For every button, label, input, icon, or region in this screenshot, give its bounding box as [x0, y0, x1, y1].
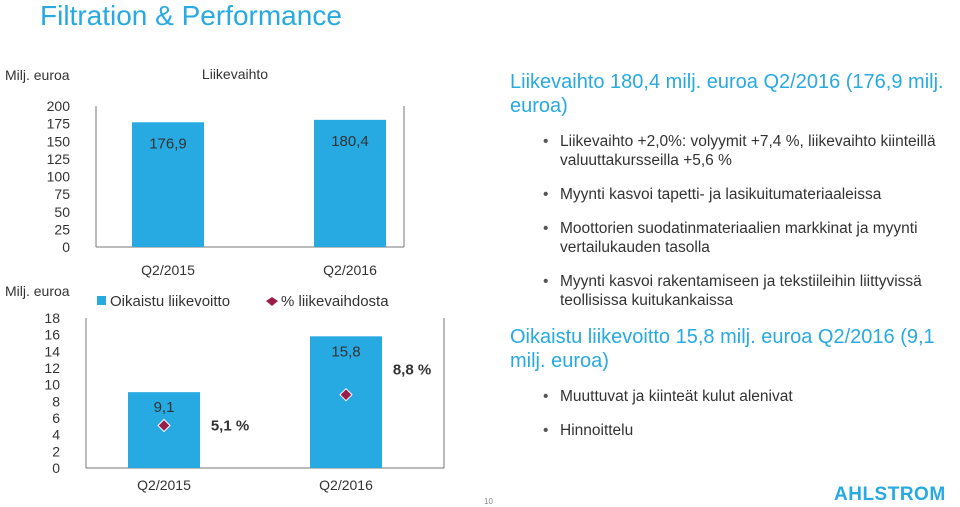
revenue-chart: Milj. euroa Liikevaihto025507510012515017…: [5, 66, 405, 278]
revenue-bar: [132, 122, 204, 247]
revenue-bar: [314, 119, 386, 247]
y-tick-label: 100: [47, 169, 71, 185]
y-tick-label: 12: [44, 360, 60, 376]
y-tick-label: 14: [44, 343, 60, 359]
margin-data-label: 8,8 %: [393, 362, 431, 379]
margin-marker: [339, 387, 353, 402]
revenue-section: Liikevaihto 180,4 milj. euroa Q2/2016 (1…: [510, 70, 950, 310]
y-tick-label: 4: [52, 427, 60, 443]
profit-data-label: 15,8: [331, 343, 360, 360]
y-tick-label: 8: [52, 393, 60, 409]
profit-bar: [310, 336, 382, 468]
slide-title: Filtration & Performance: [40, 0, 342, 31]
y-tick-label: 0: [62, 239, 70, 255]
margin-marker: [157, 418, 171, 433]
revenue-data-label: 180,4: [331, 133, 369, 150]
y-tick-label: 25: [54, 221, 70, 237]
chart-title: Liikevaihto: [202, 66, 268, 82]
revenue-bullets: Liikevaihto +2,0%: volyymit +7,4 %, liik…: [543, 132, 950, 310]
y-tick-label: 200: [47, 98, 71, 114]
bullet-item: Muuttuvat ja kiinteät kulut alenivat: [543, 387, 950, 406]
x-tick-label: Q2/2015: [141, 262, 195, 278]
y-tick-label: 175: [47, 116, 71, 132]
profit-section: Oikaistu liikevoitto 15,8 milj. euroa Q2…: [510, 325, 950, 440]
legend-marker-label: % liikevaihdosta: [281, 293, 389, 310]
commentary-panel: Liikevaihto 180,4 milj. euroa Q2/2016 (1…: [510, 70, 950, 455]
ahlstrom-logo: AHLSTROM: [834, 484, 946, 505]
y-tick-label: 2: [52, 443, 60, 459]
x-tick-label: Q2/2016: [319, 477, 373, 493]
profit-data-label: 9,1: [154, 399, 175, 416]
bullet-item: Moottorien suodatinmateriaalien markkina…: [543, 219, 950, 257]
y-axis-label: Milj. euroa: [5, 283, 70, 299]
y-tick-label: 125: [47, 151, 71, 167]
x-tick-label: Q2/2015: [137, 477, 191, 493]
bullet-item: Liikevaihto +2,0%: volyymit +7,4 %, liik…: [543, 132, 950, 170]
y-tick-label: 18: [44, 310, 60, 326]
charts-area: Milj. euroa Liikevaihto025507510012515017…: [5, 66, 445, 493]
legend-bar-swatch: [97, 296, 106, 305]
margin-data-label: 5,1 %: [211, 418, 249, 435]
bullet-item: Hinnoittelu: [543, 421, 950, 440]
y-tick-label: 0: [52, 460, 60, 476]
bullet-item: Myynti kasvoi rakentamiseen ja tekstiile…: [543, 272, 950, 310]
page-number: 10: [484, 497, 493, 506]
y-tick-label: 150: [47, 133, 71, 149]
y-tick-label: 50: [54, 204, 70, 220]
y-tick-label: 10: [44, 377, 60, 393]
legend-bar-label: Oikaistu liikevoitto: [110, 293, 230, 310]
revenue-heading: Liikevaihto 180,4 milj. euroa Q2/2016 (1…: [510, 71, 944, 117]
y-tick-label: 75: [54, 186, 70, 202]
profit-heading: Oikaistu liikevoitto 15,8 milj. euroa Q2…: [510, 326, 935, 372]
y-axis-label: Milj. euroa: [5, 67, 70, 83]
revenue-data-label: 176,9: [149, 135, 187, 152]
x-tick-label: Q2/2016: [323, 262, 377, 278]
legend-marker-swatch: [266, 297, 278, 306]
y-tick-label: 6: [52, 410, 60, 426]
bullet-item: Myynti kasvoi tapetti- ja lasikuitumater…: [543, 185, 950, 204]
y-tick-label: 16: [44, 327, 60, 343]
profit-bullets: Muuttuvat ja kiinteät kulut alenivat Hin…: [543, 387, 950, 440]
